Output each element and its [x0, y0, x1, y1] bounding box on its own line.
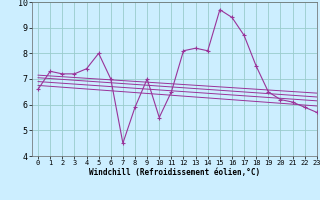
X-axis label: Windchill (Refroidissement éolien,°C): Windchill (Refroidissement éolien,°C) [89, 168, 260, 177]
